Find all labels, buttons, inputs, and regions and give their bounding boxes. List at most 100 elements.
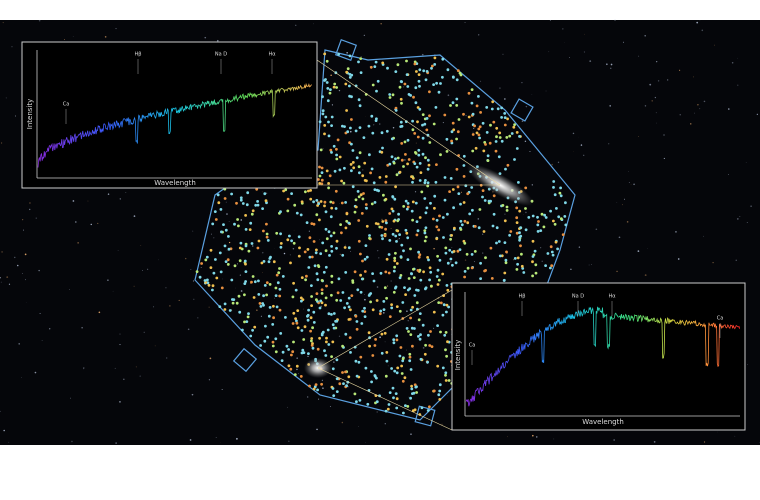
target-dot bbox=[401, 379, 405, 383]
star bbox=[293, 229, 295, 231]
star bbox=[90, 223, 93, 226]
target-dot bbox=[444, 371, 448, 375]
target-dot bbox=[444, 379, 448, 382]
target-dot bbox=[278, 308, 282, 312]
target-dot bbox=[508, 134, 512, 138]
star bbox=[83, 368, 84, 370]
star bbox=[166, 357, 168, 359]
target-dot bbox=[343, 246, 347, 249]
target-dot bbox=[549, 266, 552, 270]
target-dot bbox=[356, 190, 360, 193]
target-dot bbox=[264, 199, 268, 203]
target-dot bbox=[278, 267, 281, 270]
target-dot bbox=[433, 56, 437, 60]
target-dot bbox=[381, 237, 384, 241]
target-dot bbox=[418, 68, 422, 72]
target-dot bbox=[390, 207, 394, 211]
target-dot bbox=[219, 208, 223, 211]
target-dot bbox=[368, 344, 371, 348]
target-dot bbox=[459, 219, 463, 223]
target-dot bbox=[287, 348, 290, 351]
star bbox=[387, 365, 389, 367]
target-dot bbox=[437, 278, 441, 282]
target-dot bbox=[299, 296, 303, 300]
target-dot bbox=[348, 54, 352, 58]
star bbox=[562, 28, 564, 30]
target-dot bbox=[390, 155, 394, 159]
target-dot bbox=[327, 186, 330, 190]
target-dot bbox=[531, 239, 535, 243]
target-dot bbox=[433, 194, 437, 198]
target-dot bbox=[269, 255, 272, 259]
target-dot bbox=[394, 185, 397, 189]
target-dot bbox=[285, 344, 289, 348]
star bbox=[712, 262, 714, 264]
star bbox=[521, 82, 523, 84]
target-dot bbox=[351, 185, 355, 189]
target-dot bbox=[427, 258, 430, 262]
target-dot bbox=[399, 274, 403, 277]
star bbox=[657, 80, 660, 82]
target-dot bbox=[250, 242, 254, 245]
target-dot bbox=[359, 193, 363, 197]
star bbox=[256, 309, 258, 312]
target-dot bbox=[383, 331, 387, 335]
target-dot bbox=[238, 310, 242, 314]
target-dot bbox=[335, 390, 339, 393]
target-dot bbox=[402, 249, 405, 253]
target-dot bbox=[320, 178, 324, 182]
target-dot bbox=[411, 200, 415, 204]
star bbox=[545, 90, 547, 92]
target-dot bbox=[341, 124, 344, 128]
target-dot bbox=[432, 389, 436, 393]
target-dot bbox=[381, 61, 385, 65]
target-dot bbox=[410, 387, 414, 391]
target-dot bbox=[398, 354, 402, 358]
target-dot bbox=[335, 239, 339, 243]
target-dot bbox=[287, 364, 291, 368]
target-dot bbox=[412, 391, 416, 395]
star bbox=[387, 285, 389, 287]
target-dot bbox=[481, 195, 484, 199]
target-dot bbox=[452, 250, 456, 253]
target-dot bbox=[243, 320, 246, 324]
target-dot bbox=[251, 328, 255, 332]
target-dot bbox=[338, 382, 342, 386]
target-dot bbox=[400, 372, 404, 375]
target-dot bbox=[438, 214, 441, 218]
star bbox=[728, 174, 730, 175]
star bbox=[330, 74, 332, 77]
target-dot bbox=[428, 278, 431, 282]
target-dot bbox=[518, 209, 522, 213]
target-dot bbox=[340, 179, 343, 183]
star bbox=[274, 297, 275, 299]
star bbox=[316, 428, 318, 431]
star bbox=[656, 122, 657, 124]
star bbox=[413, 348, 414, 350]
target-dot bbox=[492, 212, 496, 216]
target-dot bbox=[455, 137, 458, 141]
target-dot bbox=[279, 332, 283, 335]
target-dot bbox=[344, 82, 348, 86]
target-dot bbox=[325, 169, 329, 173]
target-dot bbox=[420, 406, 424, 410]
target-dot bbox=[437, 393, 441, 397]
star bbox=[589, 60, 592, 62]
target-dot bbox=[418, 216, 422, 219]
target-dot bbox=[405, 207, 409, 211]
star bbox=[728, 108, 730, 110]
star bbox=[735, 259, 737, 261]
target-dot bbox=[462, 175, 466, 178]
target-dot bbox=[220, 230, 223, 234]
target-dot bbox=[300, 329, 304, 332]
target-dot bbox=[309, 316, 313, 320]
target-dot bbox=[371, 354, 375, 357]
target-dot bbox=[284, 188, 288, 192]
target-dot bbox=[410, 175, 413, 179]
target-dot bbox=[306, 314, 309, 318]
target-dot bbox=[345, 70, 349, 74]
target-dot bbox=[438, 389, 442, 393]
target-dot bbox=[497, 155, 501, 159]
target-dot bbox=[430, 284, 433, 288]
star bbox=[213, 237, 215, 239]
